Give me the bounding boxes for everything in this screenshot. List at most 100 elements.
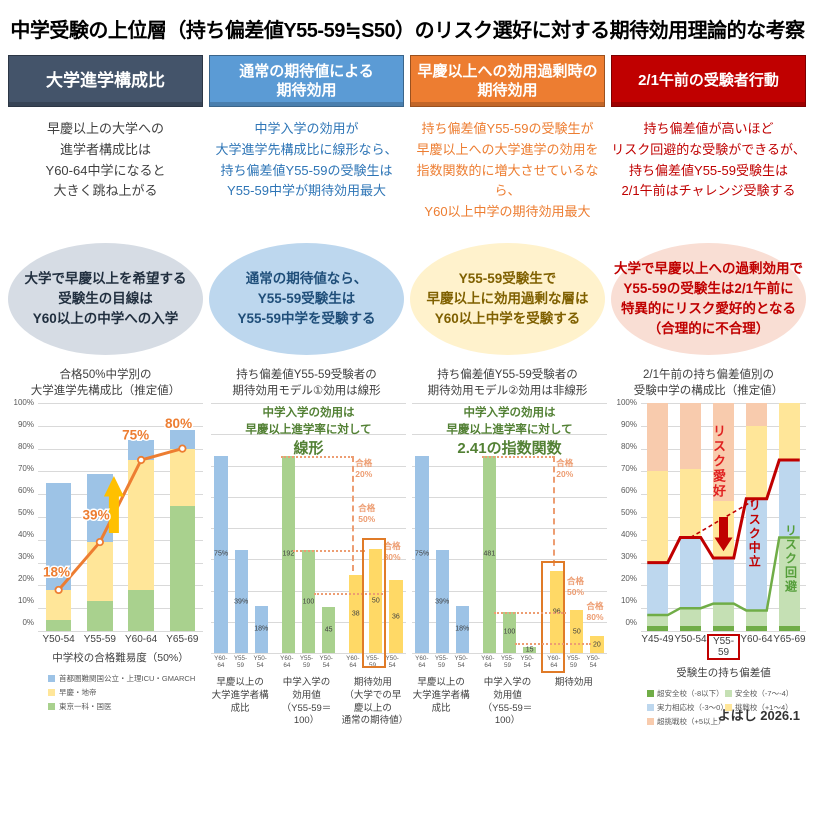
pass-rate-label: 合格 80% xyxy=(586,600,604,622)
bar-group: 75% 39% 18% xyxy=(412,403,472,653)
y-tick-label: 40% xyxy=(17,530,34,539)
legend-item: 早慶・地帝 xyxy=(48,687,203,698)
bar-group: 75% 39% 18% xyxy=(211,403,271,653)
bar-value-label: 50 xyxy=(572,628,581,635)
x-tick-label: Y60-64 xyxy=(740,634,773,660)
legend-item: 超安全校（-8以下） xyxy=(647,688,725,699)
legend-swatch xyxy=(48,703,55,710)
column-header: 大学進学構成比 xyxy=(8,55,203,107)
x-tick-label: Y60-64 xyxy=(481,655,495,669)
x-tick-label: Y60-64 xyxy=(346,655,360,669)
x-tick-label: Y65-69 xyxy=(162,634,203,645)
bar-segment xyxy=(680,403,701,470)
gridline xyxy=(211,465,406,467)
bar: 18% xyxy=(254,605,268,653)
pass-rate-label: 合格 20% xyxy=(355,458,373,480)
column-summary: 早慶以上の大学への 進学者構成比は Y60-64中学になると 大きく跳ね上がる xyxy=(45,121,166,199)
bar: 38 xyxy=(349,575,363,653)
gridline xyxy=(38,425,203,427)
chart-title: 2/1午前の持ち偏差値別の 受験中学の構成比（推定値） xyxy=(633,369,784,398)
stacked-bar xyxy=(45,403,72,631)
tick-text: Y60-64 xyxy=(125,634,158,645)
bar-slot: 20 xyxy=(587,403,607,653)
x-tick-label: Y60-64 xyxy=(214,655,228,669)
bar-value-label: 15 xyxy=(525,646,534,654)
bar: 192 xyxy=(281,455,296,653)
bar: 50 xyxy=(570,610,584,653)
y-tick-label: 20% xyxy=(620,574,637,583)
legend: 首都圏難関国公立・上理ICU・GMARCH 早慶・地帝東京一科・国医 xyxy=(38,673,203,712)
author-credit: よはし 2026.1 xyxy=(717,708,800,724)
pass-rate-label: 合格 80% xyxy=(383,540,401,562)
legend-label: 超安全校（-8以下） xyxy=(657,689,724,698)
x-tick-label: Y50-54 xyxy=(38,634,79,645)
legend-swatch xyxy=(48,675,55,682)
tick-text: Y65-69 xyxy=(773,634,806,645)
bar-segment xyxy=(647,403,668,472)
bar-segment xyxy=(746,425,767,499)
bar-slot xyxy=(38,403,79,631)
pass-rate-label: 合格 20% xyxy=(556,458,574,480)
x-tick-label: Y50-54 xyxy=(319,655,333,669)
x-tick-label: Y50-54 xyxy=(674,634,707,660)
chart-note-emphasis: 線形 xyxy=(293,440,324,458)
bar-value-label: 45 xyxy=(324,626,333,634)
tick-text: Y55-59 xyxy=(83,634,116,645)
gridline xyxy=(412,528,607,529)
legend-label: 早慶・地帝 xyxy=(59,688,97,697)
bar-segment xyxy=(713,558,734,604)
pass-rate-guide-line xyxy=(493,611,567,614)
conclusion-ellipse: 大学で早慶以上への過剰効用で Y55-59の受験生は2/1午前に 特異的にリスク… xyxy=(611,243,806,355)
gridline xyxy=(641,631,806,632)
y-tick-label: 0% xyxy=(625,618,637,627)
column-summary: 中学入学の効用が 大学進学先構成比に線形なら、 持ち偏差値Y55-59の受験生は… xyxy=(215,121,398,199)
bar-value-label: 18% xyxy=(254,625,269,633)
group-label: 中学入学の 効用値 （Y55-59＝100） xyxy=(482,677,533,727)
y-tick-label: 80% xyxy=(620,442,637,451)
legend-item: 東京一科・国医 xyxy=(48,701,203,712)
tick-text: Y50-54 xyxy=(42,634,75,645)
group-label: 中学入学の 効用値 （Y55-59＝100） xyxy=(281,677,332,727)
bar: 39% xyxy=(435,550,449,653)
bar-slot xyxy=(674,403,707,631)
risk-annotation: リスク中立 xyxy=(747,498,762,569)
y-tick-label: 40% xyxy=(620,530,637,539)
x-tick-label: Y50-54 xyxy=(385,655,399,669)
y-tick-label: 0% xyxy=(22,618,34,627)
bar-segment xyxy=(87,473,113,543)
legend-swatch xyxy=(647,718,654,725)
legend-swatch xyxy=(724,690,732,697)
ellipse-wrap: 大学で早慶以上への過剰効用で Y55-59の受験生は2/1午前に 特異的にリスク… xyxy=(611,241,806,357)
bar-value-label: 39% xyxy=(234,598,249,605)
column-linear-expected-utility: 通常の期待値による 期待効用 中学入学の効用が 大学進学先構成比に線形なら、 持… xyxy=(209,55,408,728)
x-tick-label: Y50-54 xyxy=(520,655,534,669)
ellipse-wrap: 大学で早慶以上を希望する 受験生の目線は Y60以上の中学への入学 xyxy=(8,241,203,357)
bar-slot xyxy=(162,403,203,631)
pass-rate-guide-line xyxy=(351,455,354,571)
x-tick-label: Y60-64 xyxy=(121,634,162,645)
bar-segment xyxy=(128,589,154,631)
bar-value-label: 20 xyxy=(593,641,601,648)
bar: 36 xyxy=(389,580,403,653)
bar-segment xyxy=(746,403,767,426)
tick-text: Y60-64 xyxy=(740,634,773,645)
bar-value-label: 481 xyxy=(483,550,496,558)
bar-segment xyxy=(45,619,72,631)
chart-note-emphasis: 2.41の指数関数 xyxy=(457,440,562,458)
gridline xyxy=(412,590,607,592)
gridline xyxy=(412,559,607,561)
x-tick-label: Y55-59 xyxy=(233,655,248,669)
plot-area: 75% 39% 18% 192 100 45 38 50 36 中学入学の効用は 早慶以上進学率に… xyxy=(211,403,406,668)
bar-value-label: 36 xyxy=(392,613,400,620)
gridline xyxy=(412,653,607,654)
legend-swatch xyxy=(647,690,654,697)
y-tick-label: 50% xyxy=(620,508,637,517)
bar: 100 xyxy=(502,611,517,653)
bar-slot: 100 xyxy=(499,403,519,653)
bar-value-label: 100 xyxy=(302,598,315,605)
conclusion-ellipse: Y55-59受験生で 早慶以上に効用過剰な層は Y60以上中学を受験する xyxy=(410,243,605,355)
chart-university-composition: 100% 90% 80% 70% 60% 50% 40% 30% 20% 10% 0% 18% 39% 7… xyxy=(8,399,203,712)
legend-label: 超挑戦校（+5以上） xyxy=(657,717,726,726)
bar-slot xyxy=(773,403,806,631)
legend-label: 首都圏難関国公立・上理ICU・GMARCH xyxy=(59,674,196,683)
